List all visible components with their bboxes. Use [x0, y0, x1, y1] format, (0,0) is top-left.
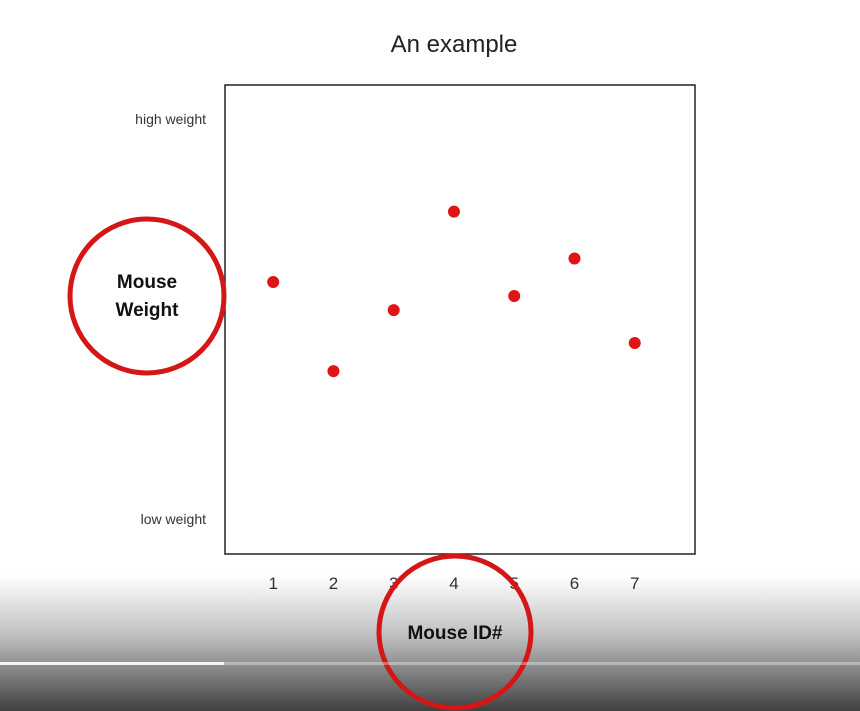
data-points: [267, 205, 641, 378]
x-axis-label: Mouse ID#: [407, 623, 502, 644]
chart-title: An example: [391, 31, 518, 58]
data-point: [568, 252, 581, 265]
plot-frame: [224, 84, 696, 555]
data-point: [508, 290, 521, 303]
video-overlay: [0, 575, 860, 711]
y-axis-highlight-circle: [67, 216, 227, 376]
video-progress-fill: [0, 662, 224, 665]
x-axis-highlight-circle: [376, 553, 534, 711]
y-tick-label-high: high weight: [135, 111, 206, 127]
video-gradient: [0, 575, 860, 711]
data-point: [387, 304, 400, 317]
data-point: [267, 275, 280, 288]
data-point: [447, 205, 460, 218]
data-point: [628, 336, 641, 349]
y-tick-label-low: low weight: [141, 511, 206, 527]
y-axis-label: Mouse Weight: [116, 272, 180, 321]
video-progress-bar[interactable]: [0, 662, 860, 665]
data-point: [327, 365, 340, 378]
